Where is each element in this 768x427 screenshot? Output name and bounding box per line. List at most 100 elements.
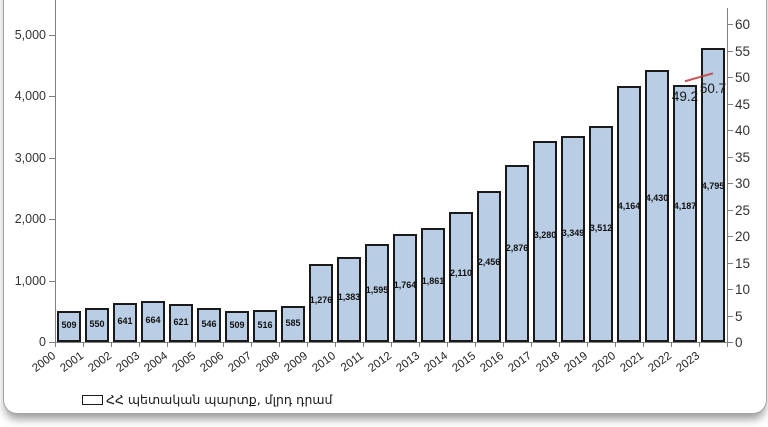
x-axis-tick	[475, 342, 476, 347]
bar-value-label-2013: 1,861	[421, 276, 445, 287]
y-axis-left-tick-label: 2,000	[14, 212, 46, 227]
legend-swatch-state-debt	[82, 394, 103, 405]
legend: ՀՀ պետական պարտք, մլրդ դրամ	[82, 392, 332, 407]
bar-value-label-2009: 1,276	[309, 295, 333, 306]
y-axis-left-tick	[49, 96, 55, 98]
y-axis-left-tick-label: 3,000	[14, 150, 46, 165]
x-axis-tick	[55, 342, 56, 347]
bar-value-label-2001: 550	[89, 319, 105, 330]
x-axis-tick	[167, 342, 168, 347]
bar-value-label-2011: 1,595	[365, 285, 389, 296]
bar-value-label-2019: 3,512	[589, 222, 613, 233]
x-axis-tick	[111, 342, 112, 347]
y-axis-right-tick-label: 30	[735, 176, 751, 191]
bar-value-label-2004: 621	[173, 316, 189, 327]
bar-value-label-2007: 516	[257, 320, 273, 331]
x-axis-tick	[727, 342, 728, 347]
x-axis-tick	[391, 342, 392, 347]
bar-2011	[365, 244, 389, 342]
y-axis-left-tick-label: 5,000	[14, 28, 46, 42]
bar-2016	[505, 165, 529, 342]
x-axis-tick	[139, 342, 140, 347]
y-axis-right-tick-label: 45	[735, 96, 751, 112]
y-axis-right-tick	[727, 183, 733, 184]
x-axis-tick	[307, 342, 308, 347]
y-axis-right-tick-label: 40	[735, 123, 751, 138]
bar-value-label-2022: 4,187	[673, 200, 697, 211]
x-axis-tick	[335, 342, 336, 347]
bar-2009	[309, 263, 333, 342]
bar-value-label-2021: 4,430	[645, 192, 669, 203]
bar-value-label-2016: 2,876	[505, 243, 529, 254]
y-axis-right-tick	[727, 130, 733, 131]
y-axis-left-line	[55, 0, 56, 342]
y-axis-right-tick-label: 15	[735, 255, 751, 271]
bar-2013	[421, 227, 445, 342]
y-axis-left-tick-label: 0	[39, 335, 46, 349]
x-axis-tick	[195, 342, 196, 347]
bar-2003	[141, 301, 165, 342]
bar-2017	[533, 140, 557, 342]
line-point-label-2022: 49.2	[671, 89, 699, 105]
x-axis-tick	[643, 342, 644, 347]
bar-2022	[673, 84, 697, 342]
x-axis-tick	[419, 342, 420, 347]
bar-2004	[169, 303, 193, 342]
bar-2020	[617, 86, 641, 342]
line-point-label-2023: 50.7	[699, 81, 727, 97]
bar-value-label-2015: 2,456	[477, 257, 501, 268]
y-axis-right-tick-label: 20	[735, 229, 751, 244]
bar-2014	[449, 212, 473, 342]
y-axis-right-tick	[727, 342, 733, 343]
x-axis-tick	[83, 342, 84, 347]
y-axis-right-tick	[727, 262, 733, 264]
y-axis-right-tick-label: 35	[735, 149, 751, 165]
x-axis-tick	[363, 342, 364, 347]
bar-2012	[393, 233, 417, 342]
y-axis-right-tick	[727, 289, 733, 290]
y-axis-right-tick	[727, 77, 733, 78]
y-axis-left-tick	[49, 280, 55, 282]
bar-value-label-2000: 509	[61, 320, 77, 331]
x-axis-tick	[559, 342, 560, 347]
bar-value-label-2002: 641	[117, 316, 133, 327]
bar-2010	[337, 257, 361, 342]
bar-2007	[253, 310, 277, 342]
y-axis-right-tick-label: 10	[735, 282, 751, 297]
y-axis-right-tick-label: 60	[735, 17, 751, 32]
bar-value-label-2003: 664	[145, 315, 161, 326]
x-axis-tick	[503, 342, 504, 347]
y-axis-right-tick-label: 0	[735, 335, 743, 350]
x-axis-tick	[251, 342, 252, 347]
y-axis-left-tick-label: 4,000	[14, 89, 46, 104]
x-axis-tick	[615, 342, 616, 347]
bar-2008	[281, 306, 305, 342]
bar-2005	[197, 308, 221, 342]
y-axis-left-tick	[49, 35, 55, 36]
y-axis-right-tick	[727, 156, 733, 158]
bar-2002	[113, 302, 137, 342]
x-axis-tick	[223, 342, 224, 347]
bar-2021	[645, 69, 669, 342]
y-axis-left-tick-label: 1,000	[14, 273, 46, 288]
bar-value-label-2023: 4,795	[701, 180, 725, 191]
y-axis-right-tick-label: 55	[735, 43, 751, 59]
x-axis-tick	[671, 342, 672, 347]
bar-2001	[85, 308, 109, 342]
bar-value-label-2018: 3,349	[561, 228, 585, 239]
bar-value-label-2012: 1,764	[393, 279, 417, 290]
y-axis-right-tick	[727, 24, 733, 25]
x-axis-line	[55, 342, 733, 343]
bar-2015	[477, 191, 501, 342]
bar-2019	[589, 126, 613, 342]
y-axis-right-tick	[727, 315, 733, 317]
bar-value-label-2010: 1,383	[337, 291, 361, 302]
bar-value-label-2014: 2,110	[449, 268, 473, 279]
bar-value-label-2017: 3,280	[533, 230, 557, 241]
y-axis-right-tick-label: 50	[735, 70, 751, 85]
bar-2000	[57, 310, 81, 342]
x-axis-tick	[531, 342, 532, 347]
y-axis-left-tick	[49, 342, 55, 343]
